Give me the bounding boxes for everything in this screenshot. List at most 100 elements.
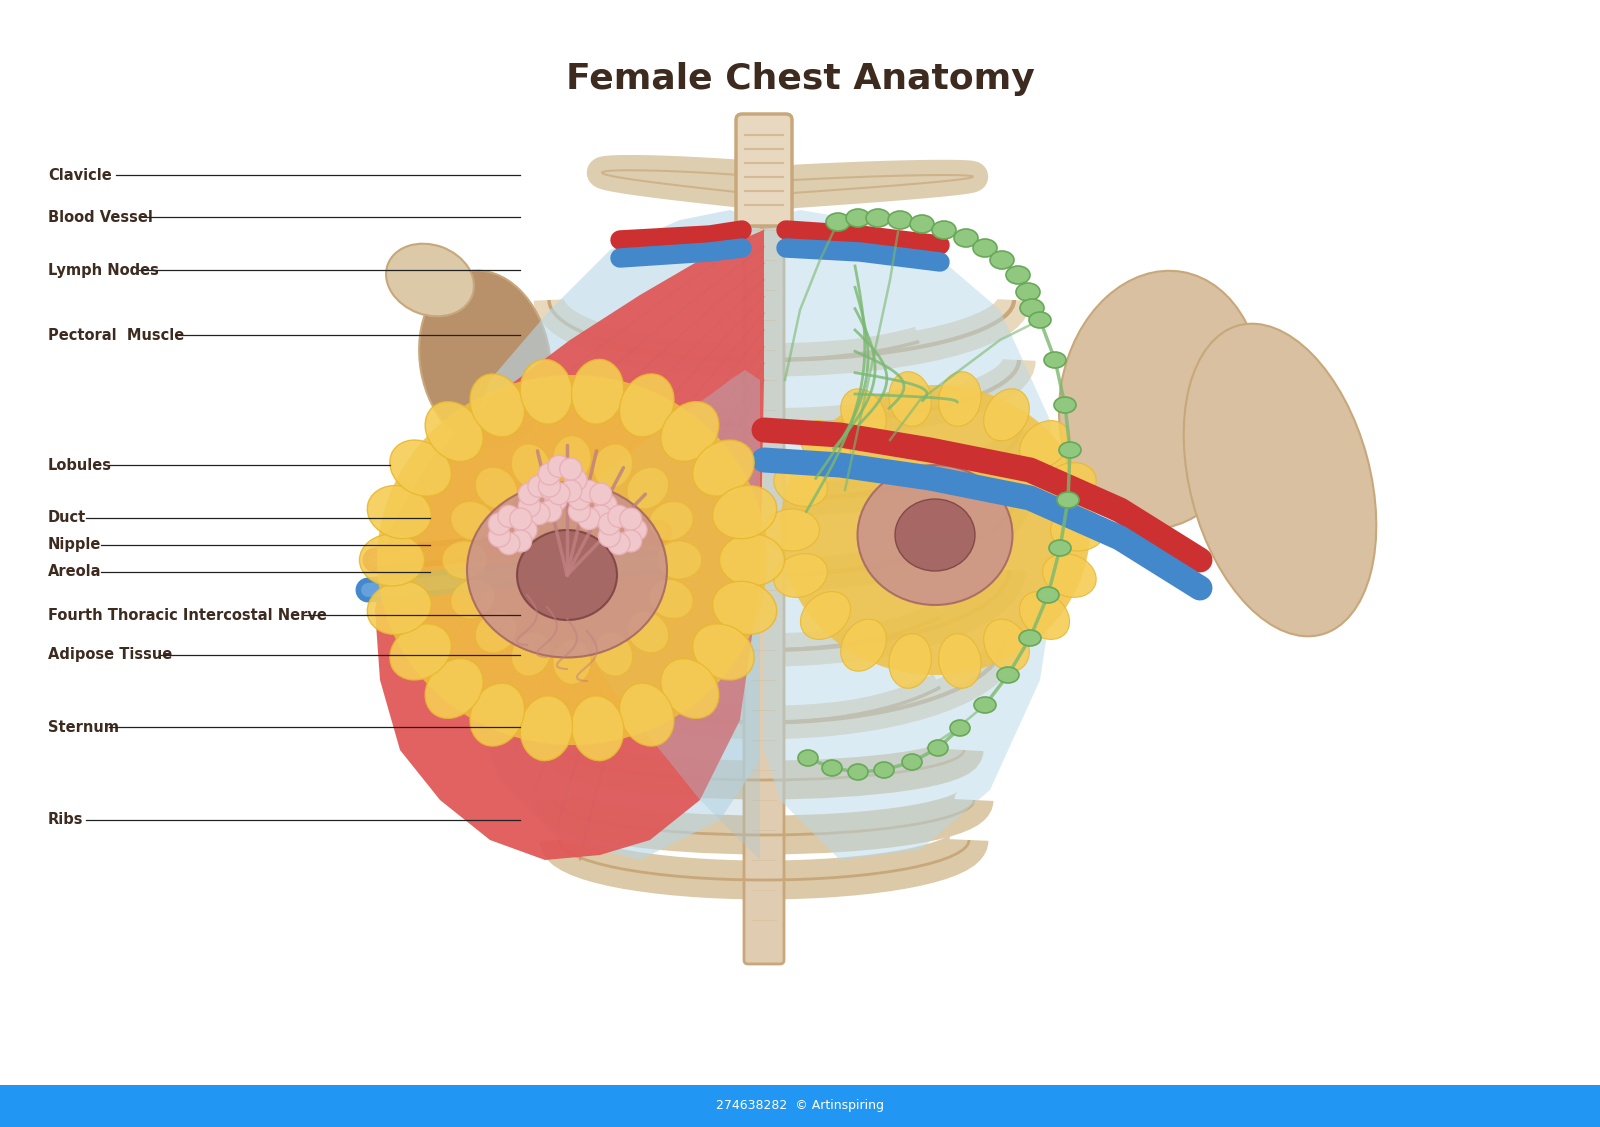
Text: Adipose Tissue: Adipose Tissue [48, 648, 173, 663]
Ellipse shape [840, 619, 886, 672]
Ellipse shape [974, 696, 995, 713]
Text: Sternum: Sternum [48, 719, 118, 735]
Bar [0, 1085, 1600, 1127]
Text: Nipple: Nipple [48, 538, 101, 552]
Ellipse shape [1043, 352, 1066, 369]
Ellipse shape [451, 502, 494, 541]
Text: Fourth Thoracic Intercostal Nerve: Fourth Thoracic Intercostal Nerve [48, 607, 326, 622]
Circle shape [528, 476, 550, 497]
Circle shape [578, 507, 600, 530]
Ellipse shape [520, 360, 573, 424]
Ellipse shape [800, 420, 851, 469]
Ellipse shape [800, 592, 851, 639]
Ellipse shape [973, 239, 997, 257]
Ellipse shape [890, 633, 931, 689]
Ellipse shape [378, 375, 766, 745]
Circle shape [568, 500, 590, 522]
Circle shape [518, 495, 541, 517]
Ellipse shape [451, 579, 494, 619]
Ellipse shape [866, 208, 890, 227]
Ellipse shape [693, 440, 754, 496]
Circle shape [608, 505, 630, 527]
Ellipse shape [650, 579, 693, 619]
Ellipse shape [1184, 323, 1376, 637]
Ellipse shape [846, 208, 870, 227]
Ellipse shape [798, 749, 818, 766]
Circle shape [619, 530, 642, 552]
Text: 274638282  © Artinspiring: 274638282 © Artinspiring [717, 1100, 883, 1112]
Circle shape [510, 530, 531, 552]
Circle shape [565, 469, 587, 491]
Circle shape [560, 480, 582, 502]
Ellipse shape [781, 385, 1090, 675]
Ellipse shape [874, 762, 894, 778]
Circle shape [626, 520, 646, 541]
Ellipse shape [426, 658, 483, 718]
Ellipse shape [939, 372, 981, 426]
Text: Areola: Areola [48, 565, 101, 579]
Circle shape [539, 478, 562, 500]
Circle shape [538, 476, 560, 497]
Ellipse shape [774, 553, 827, 597]
Circle shape [568, 488, 590, 509]
Ellipse shape [661, 658, 718, 718]
Ellipse shape [554, 436, 590, 481]
Ellipse shape [360, 534, 424, 586]
Ellipse shape [910, 215, 934, 233]
Ellipse shape [467, 482, 667, 657]
Ellipse shape [571, 695, 624, 761]
Circle shape [546, 489, 566, 511]
Ellipse shape [826, 213, 850, 231]
Ellipse shape [1019, 630, 1042, 646]
Ellipse shape [1016, 283, 1040, 301]
Circle shape [590, 505, 611, 527]
Ellipse shape [475, 468, 517, 509]
Ellipse shape [594, 632, 632, 676]
Ellipse shape [888, 211, 912, 229]
Ellipse shape [368, 582, 432, 635]
Ellipse shape [619, 374, 674, 437]
Ellipse shape [1029, 312, 1051, 328]
Circle shape [498, 505, 520, 527]
Ellipse shape [594, 444, 632, 488]
Ellipse shape [1021, 299, 1043, 317]
Ellipse shape [1050, 540, 1070, 556]
Ellipse shape [512, 444, 550, 488]
Ellipse shape [997, 667, 1019, 683]
Ellipse shape [442, 541, 488, 579]
Circle shape [528, 503, 550, 525]
Ellipse shape [712, 582, 776, 635]
Circle shape [498, 533, 520, 554]
Ellipse shape [470, 374, 525, 437]
Polygon shape [765, 210, 1059, 860]
Ellipse shape [661, 401, 718, 461]
Text: Clavicle: Clavicle [48, 168, 112, 183]
Text: Duct: Duct [48, 511, 86, 525]
Circle shape [590, 483, 611, 505]
Ellipse shape [984, 389, 1029, 441]
Ellipse shape [720, 534, 784, 586]
Circle shape [595, 494, 618, 516]
Ellipse shape [954, 229, 978, 247]
Text: Female Chest Anatomy: Female Chest Anatomy [566, 62, 1034, 96]
Ellipse shape [984, 619, 1029, 672]
Circle shape [515, 520, 538, 541]
Ellipse shape [517, 530, 618, 620]
Circle shape [547, 482, 570, 505]
Ellipse shape [1043, 463, 1096, 506]
Circle shape [539, 500, 562, 522]
Ellipse shape [1059, 442, 1082, 458]
Ellipse shape [390, 624, 451, 680]
Ellipse shape [894, 499, 974, 571]
Ellipse shape [627, 468, 669, 509]
Ellipse shape [554, 639, 590, 684]
Ellipse shape [512, 632, 550, 676]
Ellipse shape [858, 465, 1013, 605]
Circle shape [560, 458, 582, 480]
Text: Blood Vessel: Blood Vessel [48, 210, 154, 224]
Ellipse shape [368, 486, 432, 539]
Ellipse shape [1054, 397, 1075, 412]
Ellipse shape [1037, 587, 1059, 603]
Ellipse shape [902, 754, 922, 770]
Ellipse shape [693, 624, 754, 680]
